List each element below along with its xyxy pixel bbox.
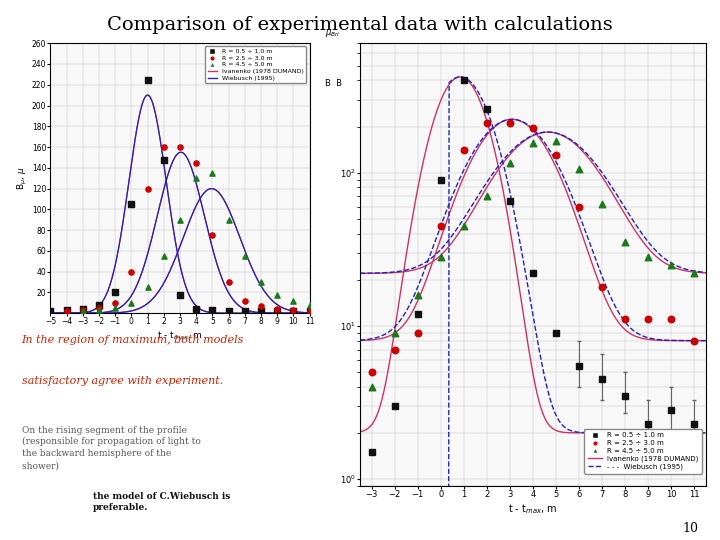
Point xyxy=(94,306,105,314)
Point xyxy=(94,303,105,312)
Point xyxy=(61,306,73,314)
Text: In the region of maximum, both models: In the region of maximum, both models xyxy=(22,335,244,345)
Point xyxy=(642,315,654,324)
Point xyxy=(688,269,700,278)
Point xyxy=(256,307,267,315)
Point xyxy=(504,159,516,167)
Point xyxy=(527,139,539,148)
Point xyxy=(550,151,562,159)
Point xyxy=(304,301,315,309)
Point xyxy=(665,315,677,324)
Point xyxy=(304,307,315,315)
Point xyxy=(191,158,202,167)
Point xyxy=(412,290,423,299)
Point xyxy=(256,278,267,286)
Y-axis label: B$_{\mu}$, $\mu$: B$_{\mu}$, $\mu$ xyxy=(16,166,29,190)
Point xyxy=(304,307,315,315)
Text: On the rising segment of the profile
(responsible for propagation of light to
th: On the rising segment of the profile (re… xyxy=(22,426,200,470)
Point xyxy=(573,165,585,174)
Text: the model of C.Wiebusch is
preferable.: the model of C.Wiebusch is preferable. xyxy=(93,491,230,512)
Point xyxy=(207,231,218,240)
Point xyxy=(504,119,516,127)
Point xyxy=(288,296,300,305)
Point xyxy=(288,306,300,314)
Point xyxy=(207,306,218,314)
Point xyxy=(481,192,492,201)
Point xyxy=(158,155,170,164)
Point xyxy=(126,200,138,208)
Point xyxy=(45,307,56,315)
Point xyxy=(550,137,562,146)
Text: satisfactory agree with experiment.: satisfactory agree with experiment. xyxy=(22,376,223,387)
Point xyxy=(619,238,631,247)
Point xyxy=(288,307,300,315)
Point xyxy=(207,168,218,177)
Point xyxy=(77,307,89,315)
Point xyxy=(366,368,377,376)
Point xyxy=(642,253,654,262)
Point xyxy=(271,307,283,315)
Point xyxy=(389,345,400,354)
Point xyxy=(61,307,73,315)
Point xyxy=(94,301,105,309)
Point xyxy=(174,290,186,299)
Point xyxy=(109,303,121,312)
Point xyxy=(142,75,153,84)
Point xyxy=(239,296,251,305)
Legend: R = 0.5 ÷ 1.0 m, R = 2.5 ÷ 3.0 m, R = 4.5 ÷ 5.0 m, Ivanenko (1978 DUMAND), Wiebu: R = 0.5 ÷ 1.0 m, R = 2.5 ÷ 3.0 m, R = 4.… xyxy=(205,46,307,83)
Point xyxy=(158,252,170,260)
Point xyxy=(223,278,235,286)
Point xyxy=(412,328,423,337)
Point xyxy=(142,283,153,292)
Point xyxy=(435,221,446,230)
Point xyxy=(458,146,469,154)
Point xyxy=(389,328,400,337)
X-axis label: t - t$_{max}$, m: t - t$_{max}$, m xyxy=(508,502,557,516)
Point xyxy=(223,215,235,224)
Point xyxy=(109,299,121,307)
Point xyxy=(435,253,446,262)
Point xyxy=(223,307,235,315)
Point xyxy=(77,306,89,314)
X-axis label: t - t$_{max}$, m: t - t$_{max}$, m xyxy=(157,329,203,342)
Point xyxy=(596,282,608,291)
Point xyxy=(527,124,539,132)
Text: 10: 10 xyxy=(683,522,698,535)
Point xyxy=(142,184,153,193)
Point xyxy=(174,215,186,224)
Point xyxy=(458,221,469,230)
Point xyxy=(573,202,585,211)
Point xyxy=(271,305,283,313)
Legend: R = 0.5 ÷ 1.0 m, R = 2.5 ÷ 3.0 m, R = 4.5 ÷ 5.0 m, Ivanenko (1978 DUMAND), - - -: R = 0.5 ÷ 1.0 m, R = 2.5 ÷ 3.0 m, R = 4.… xyxy=(585,429,702,474)
Point xyxy=(126,267,138,276)
Point xyxy=(174,143,186,151)
Point xyxy=(158,143,170,151)
Point xyxy=(239,307,251,315)
Point xyxy=(665,260,677,269)
Point xyxy=(688,336,700,345)
Text: Comparison of experimental data with calculations: Comparison of experimental data with cal… xyxy=(107,16,613,34)
Point xyxy=(256,302,267,310)
Point xyxy=(481,119,492,127)
Point xyxy=(191,305,202,313)
Text: $\mu_{Bri}$: $\mu_{Bri}$ xyxy=(325,28,341,39)
Point xyxy=(619,315,631,324)
Point xyxy=(596,200,608,209)
Point xyxy=(239,252,251,260)
Point xyxy=(109,288,121,297)
Point xyxy=(77,305,89,313)
Point xyxy=(366,382,377,391)
Point xyxy=(271,290,283,299)
Point xyxy=(191,174,202,183)
Text: B  B: B B xyxy=(325,79,343,87)
Point xyxy=(126,299,138,307)
